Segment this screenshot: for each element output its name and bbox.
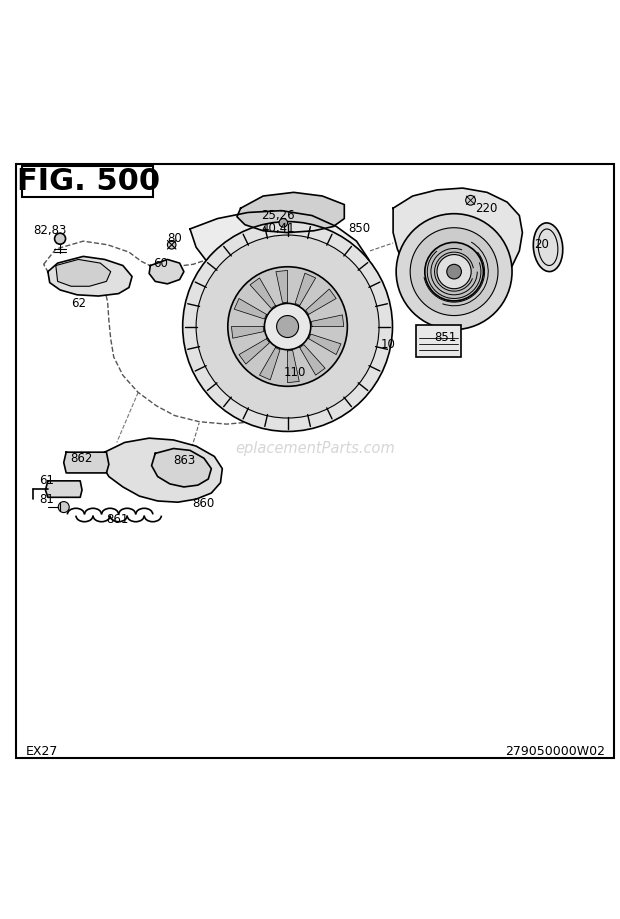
Polygon shape — [311, 315, 343, 326]
Text: 851: 851 — [434, 331, 456, 344]
Text: EX27: EX27 — [25, 744, 58, 757]
Polygon shape — [393, 188, 523, 293]
Polygon shape — [48, 256, 132, 296]
Circle shape — [396, 214, 512, 330]
Text: 82,83: 82,83 — [33, 223, 66, 237]
Polygon shape — [288, 350, 299, 382]
Text: 80: 80 — [167, 233, 182, 245]
Circle shape — [410, 228, 498, 315]
Text: 81: 81 — [39, 493, 54, 505]
Polygon shape — [234, 299, 267, 319]
Text: 110: 110 — [283, 367, 306, 380]
Polygon shape — [151, 448, 211, 487]
Circle shape — [279, 219, 288, 227]
Polygon shape — [306, 289, 336, 314]
Polygon shape — [149, 259, 184, 284]
Ellipse shape — [533, 223, 563, 272]
Text: 863: 863 — [174, 454, 196, 467]
Circle shape — [58, 502, 69, 513]
Polygon shape — [239, 339, 270, 364]
Text: 861: 861 — [107, 513, 129, 526]
Text: 40,41: 40,41 — [262, 222, 295, 235]
Text: 60: 60 — [153, 256, 168, 269]
Text: FIG. 500: FIG. 500 — [17, 167, 160, 196]
Polygon shape — [309, 335, 341, 355]
Text: 20: 20 — [534, 238, 549, 251]
Circle shape — [447, 265, 461, 279]
Text: 25,26: 25,26 — [262, 209, 295, 222]
Polygon shape — [260, 347, 280, 380]
Polygon shape — [276, 270, 288, 302]
Text: 10: 10 — [381, 338, 396, 351]
Polygon shape — [231, 326, 264, 338]
Circle shape — [277, 315, 299, 337]
FancyBboxPatch shape — [22, 165, 153, 198]
Text: 860: 860 — [192, 497, 214, 510]
Polygon shape — [237, 192, 344, 233]
Text: 62: 62 — [71, 297, 86, 310]
Polygon shape — [295, 273, 316, 305]
Polygon shape — [56, 259, 111, 287]
Circle shape — [196, 235, 379, 418]
Text: 862: 862 — [70, 452, 92, 465]
Circle shape — [466, 196, 476, 205]
Text: 850: 850 — [348, 222, 371, 235]
Circle shape — [437, 255, 471, 289]
Circle shape — [55, 233, 66, 244]
Circle shape — [425, 243, 484, 301]
FancyBboxPatch shape — [415, 325, 461, 357]
Circle shape — [183, 221, 392, 431]
Polygon shape — [102, 438, 223, 502]
Circle shape — [264, 303, 311, 350]
Circle shape — [228, 267, 347, 386]
Polygon shape — [250, 278, 275, 309]
Text: 220: 220 — [475, 201, 497, 215]
Polygon shape — [45, 481, 82, 497]
Text: 61: 61 — [39, 474, 55, 487]
Polygon shape — [300, 345, 325, 375]
Polygon shape — [64, 452, 109, 473]
Polygon shape — [190, 210, 373, 367]
Text: 279050000W02: 279050000W02 — [505, 744, 604, 757]
Text: eplacementParts.com: eplacementParts.com — [235, 441, 395, 456]
Circle shape — [167, 241, 176, 249]
